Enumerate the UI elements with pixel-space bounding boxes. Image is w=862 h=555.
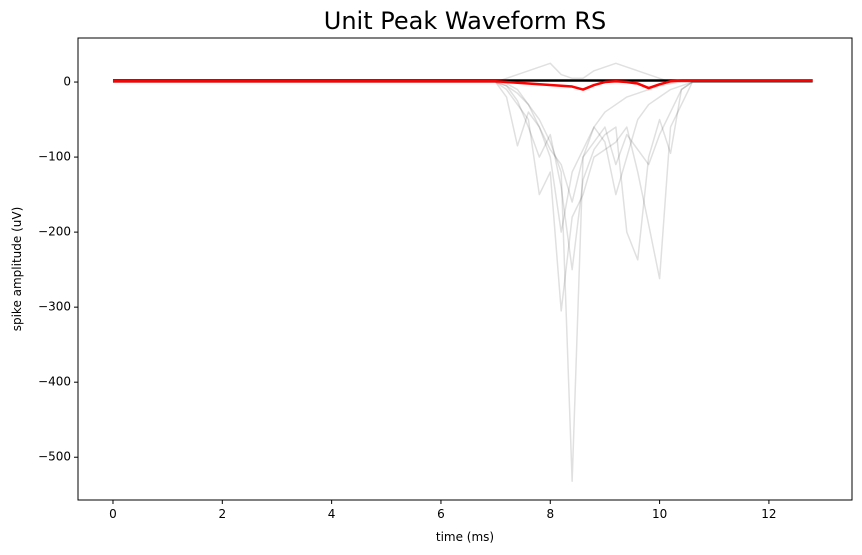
x-tick-label: 10 <box>652 507 667 521</box>
waveform-line <box>112 81 813 482</box>
y-axis-label: spike amplitude (uV) <box>10 207 24 332</box>
waveform-line <box>112 62 813 83</box>
x-axis-label: time (ms) <box>436 530 494 544</box>
chart-title: Unit Peak Waveform RS <box>324 7 606 35</box>
x-tick-label: 4 <box>328 507 336 521</box>
x-tick-label: 8 <box>546 507 554 521</box>
x-tick-label: 12 <box>761 507 776 521</box>
y-tick-label: −100 <box>38 150 71 164</box>
plot-area <box>112 62 813 482</box>
axes-frame <box>77 37 853 501</box>
y-tick-label: −400 <box>38 375 71 389</box>
x-tick-label: 6 <box>437 507 445 521</box>
waveform-line <box>112 81 813 312</box>
waveform-line <box>112 81 813 203</box>
x-tick-label: 2 <box>218 507 226 521</box>
waveform-line <box>112 79 813 91</box>
waveform-line <box>112 81 813 271</box>
y-tick-label: −500 <box>38 450 71 464</box>
y-tick-label: −300 <box>38 300 71 314</box>
waveform-line <box>112 81 813 233</box>
x-tick-label: 0 <box>109 507 117 521</box>
y-tick-label: 0 <box>63 75 71 89</box>
y-tick-label: −200 <box>38 225 71 239</box>
